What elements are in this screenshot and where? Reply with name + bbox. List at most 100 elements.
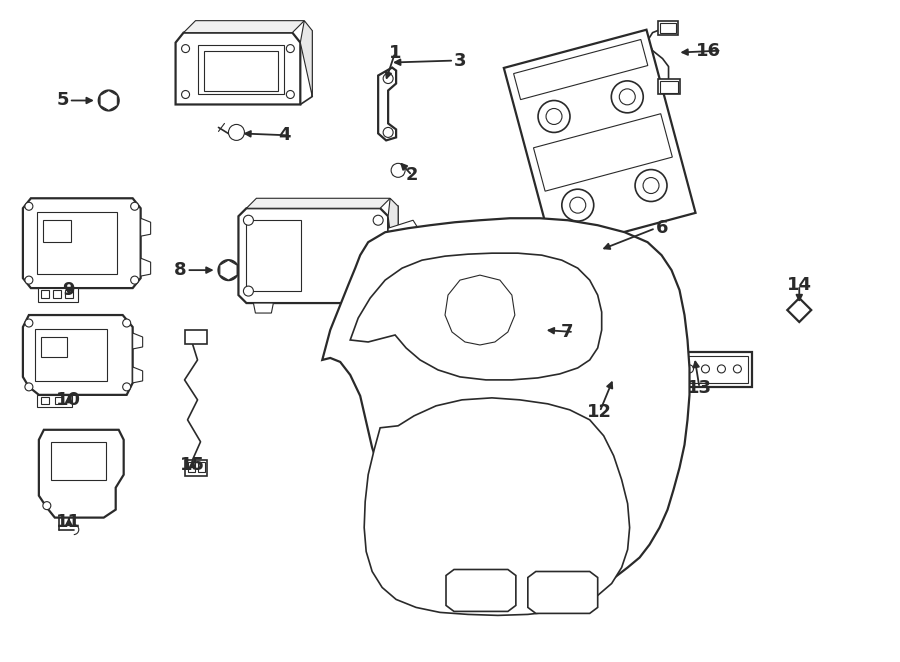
Text: 12: 12 xyxy=(587,403,612,421)
Circle shape xyxy=(286,44,294,52)
Bar xyxy=(55,397,63,404)
Circle shape xyxy=(392,164,405,177)
Circle shape xyxy=(611,81,644,113)
Text: 15: 15 xyxy=(180,455,205,474)
Bar xyxy=(38,288,77,302)
Circle shape xyxy=(99,91,119,111)
Bar xyxy=(184,459,206,476)
Polygon shape xyxy=(132,333,142,349)
Polygon shape xyxy=(504,30,696,251)
Circle shape xyxy=(635,169,667,201)
Circle shape xyxy=(644,177,659,193)
Text: 6: 6 xyxy=(655,219,668,237)
Bar xyxy=(197,44,284,95)
Bar xyxy=(609,381,662,395)
Polygon shape xyxy=(132,367,142,383)
Polygon shape xyxy=(534,114,672,191)
Circle shape xyxy=(460,298,500,338)
Circle shape xyxy=(626,396,632,402)
Polygon shape xyxy=(39,430,123,518)
Text: 2: 2 xyxy=(406,166,419,184)
Polygon shape xyxy=(527,571,598,614)
Polygon shape xyxy=(446,569,516,612)
Circle shape xyxy=(229,124,245,140)
Bar xyxy=(187,461,194,472)
Bar xyxy=(53,290,61,298)
Circle shape xyxy=(530,322,545,338)
Bar xyxy=(37,395,72,407)
Circle shape xyxy=(130,203,139,211)
Polygon shape xyxy=(238,209,388,303)
Text: 7: 7 xyxy=(562,323,573,341)
Bar xyxy=(65,290,73,298)
Bar xyxy=(35,329,107,381)
Bar xyxy=(40,397,49,404)
Text: 1: 1 xyxy=(389,44,401,62)
Circle shape xyxy=(182,44,190,52)
Polygon shape xyxy=(140,218,150,236)
Bar xyxy=(678,352,752,387)
Polygon shape xyxy=(220,260,237,280)
Polygon shape xyxy=(599,355,670,407)
Bar xyxy=(658,79,680,95)
Circle shape xyxy=(612,396,617,402)
Bar xyxy=(40,337,67,357)
Circle shape xyxy=(130,276,139,284)
Polygon shape xyxy=(100,91,117,111)
Circle shape xyxy=(538,101,570,132)
Circle shape xyxy=(122,319,130,327)
Circle shape xyxy=(470,308,490,328)
Polygon shape xyxy=(388,199,398,295)
Bar xyxy=(660,23,676,32)
Polygon shape xyxy=(322,218,689,595)
Polygon shape xyxy=(22,315,132,395)
Circle shape xyxy=(374,215,383,225)
Circle shape xyxy=(182,91,190,99)
Polygon shape xyxy=(301,21,312,97)
Bar xyxy=(43,220,71,242)
Polygon shape xyxy=(350,253,602,380)
Polygon shape xyxy=(378,68,396,140)
Circle shape xyxy=(43,502,50,510)
Circle shape xyxy=(383,73,393,83)
Circle shape xyxy=(25,383,33,391)
Polygon shape xyxy=(364,398,630,616)
Bar xyxy=(40,290,49,298)
Circle shape xyxy=(383,127,393,138)
Polygon shape xyxy=(514,40,648,99)
Text: 9: 9 xyxy=(63,281,75,299)
Circle shape xyxy=(640,396,645,402)
Circle shape xyxy=(243,286,254,296)
Polygon shape xyxy=(364,303,383,313)
Circle shape xyxy=(25,319,33,327)
Bar xyxy=(247,220,302,291)
Circle shape xyxy=(374,286,383,296)
Polygon shape xyxy=(22,199,140,288)
Circle shape xyxy=(717,365,725,373)
Bar xyxy=(197,461,204,472)
Bar xyxy=(658,21,678,34)
Polygon shape xyxy=(788,298,811,322)
Bar xyxy=(50,442,105,480)
Circle shape xyxy=(701,365,709,373)
Circle shape xyxy=(104,95,113,105)
Bar xyxy=(609,363,662,377)
Bar xyxy=(37,213,117,274)
Bar xyxy=(184,330,206,344)
Bar xyxy=(203,50,278,91)
Polygon shape xyxy=(176,32,301,105)
Circle shape xyxy=(25,276,33,284)
Polygon shape xyxy=(247,199,390,209)
Text: 10: 10 xyxy=(57,391,81,409)
Text: 16: 16 xyxy=(697,42,722,60)
Text: 4: 4 xyxy=(278,126,291,144)
Polygon shape xyxy=(445,275,515,345)
Circle shape xyxy=(686,365,694,373)
Circle shape xyxy=(562,189,594,221)
Circle shape xyxy=(619,89,635,105)
Circle shape xyxy=(546,109,562,124)
Circle shape xyxy=(570,197,586,213)
Text: 8: 8 xyxy=(174,261,186,279)
Text: 5: 5 xyxy=(57,91,68,109)
Polygon shape xyxy=(184,21,304,32)
